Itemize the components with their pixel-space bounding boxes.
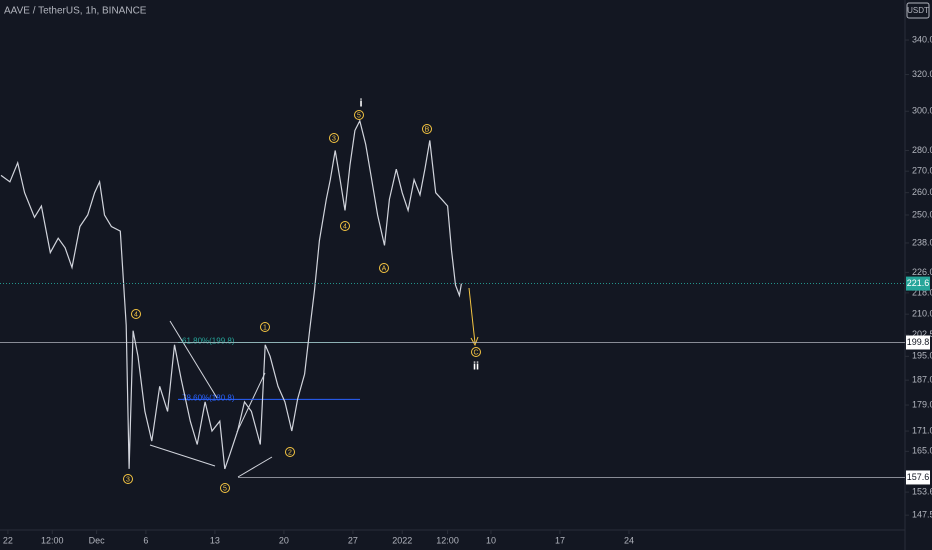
y-tick-label: 210.0	[912, 309, 932, 319]
trendline	[236, 372, 266, 433]
wave-label: 2	[288, 449, 292, 456]
x-tick-label: 10	[486, 535, 496, 545]
wave-circle	[220, 483, 230, 493]
y-tick-label: 165.0	[912, 446, 932, 456]
y-tick-label: 340.0	[912, 34, 932, 44]
x-tick-label: 13	[210, 535, 220, 545]
fib-label: 61.80%(199.8)	[182, 337, 235, 346]
wave-circle	[354, 110, 364, 120]
price-label: 199.8	[907, 337, 930, 347]
wave-label: 5	[357, 112, 361, 119]
trendline	[149, 444, 216, 467]
x-tick-label: Dec	[89, 535, 106, 545]
y-tick-label: 202.5	[912, 329, 932, 339]
trendline	[237, 456, 273, 478]
last-price-label: 221.6	[907, 278, 930, 288]
x-tick-label: 6	[143, 535, 148, 545]
x-tick-label: 27	[348, 535, 358, 545]
wave-circle	[340, 221, 350, 231]
x-tick-label: 20	[279, 535, 289, 545]
y-tick-label: 179.0	[912, 399, 932, 409]
x-tick-label: 24	[624, 535, 634, 545]
wave-label: C	[473, 349, 478, 356]
wave-label: 4	[134, 311, 138, 318]
x-tick-label: 17	[555, 535, 565, 545]
y-tick-label: 226.0	[912, 267, 932, 277]
y-tick-label: 171.0	[912, 425, 932, 435]
wave-circle	[123, 474, 133, 484]
y-tick-label: 280.0	[912, 145, 932, 155]
y-tick-label: 300.0	[912, 106, 932, 116]
y-tick-label: 218.0	[912, 287, 932, 297]
wave-label: 1	[263, 324, 267, 331]
wave-label: B	[425, 126, 430, 133]
y-tick-label: 250.0	[912, 209, 932, 219]
fib-label: 78.60%(180.8)	[182, 393, 235, 402]
price-label: 157.6	[907, 472, 930, 482]
wave-label: i	[359, 97, 362, 109]
price-label-box	[906, 470, 930, 485]
wave-label: ii	[473, 360, 479, 372]
currency-box	[906, 2, 930, 19]
symbol-title: AAVE / TetherUS, 1h, BINANCE	[4, 6, 147, 17]
x-tick-label: 12:00	[436, 535, 459, 545]
trendline	[169, 320, 218, 399]
wave-label: 3	[126, 476, 130, 483]
wave-circle	[260, 322, 270, 332]
wave-label: 5	[223, 485, 227, 492]
y-tick-label: 238.0	[912, 237, 932, 247]
wave-circle	[131, 309, 141, 319]
wave-circle	[422, 124, 432, 134]
wave-circle	[379, 263, 389, 273]
wave-label: 4	[343, 223, 347, 230]
y-tick-label: 147.5	[912, 510, 932, 520]
wave-label: 3	[332, 135, 336, 142]
wave-circle	[471, 347, 481, 357]
price-label-box	[906, 335, 930, 350]
wave-label: A	[382, 265, 387, 272]
wave-circle	[285, 447, 295, 457]
y-tick-label: 260.0	[912, 187, 932, 197]
price-line	[0, 119, 462, 470]
y-tick-label: 195.0	[912, 351, 932, 361]
trendlines	[149, 320, 273, 478]
projection-arrow	[468, 287, 476, 344]
y-tick-label: 270.0	[912, 166, 932, 176]
y-tick-label: 320.0	[912, 69, 932, 79]
x-tick-label: 2022	[392, 535, 412, 545]
x-tick-label: 12:00	[41, 535, 64, 545]
arrow-head	[470, 336, 479, 347]
x-tick-label: 22	[3, 535, 13, 545]
y-tick-label: 187.0	[912, 375, 932, 385]
last-price-box	[906, 276, 930, 291]
wave-circle	[329, 133, 339, 143]
currency: USDT	[907, 6, 929, 15]
y-tick-label: 153.6	[912, 486, 932, 496]
